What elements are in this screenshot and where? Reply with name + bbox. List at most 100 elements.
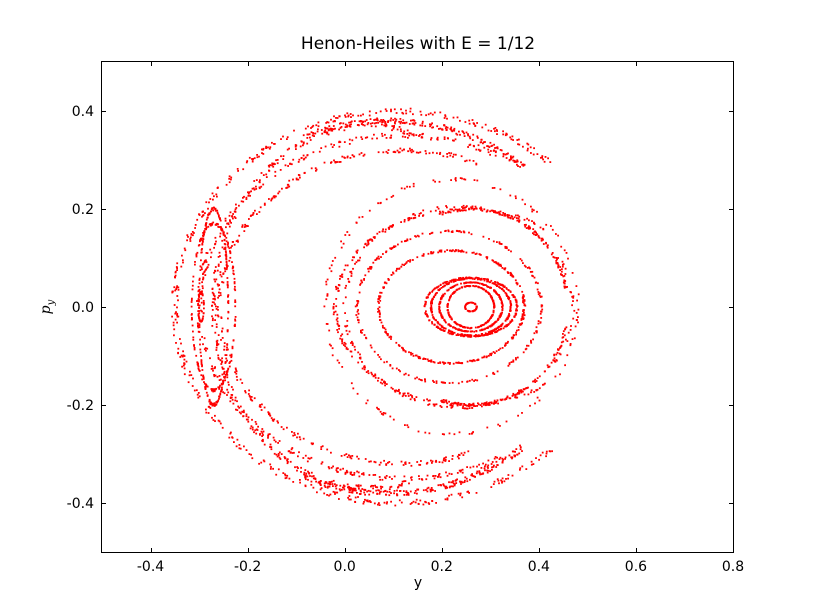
data-point (367, 489, 370, 492)
data-point (483, 279, 486, 282)
data-point (310, 127, 312, 129)
data-point (472, 251, 475, 254)
data-point (467, 277, 469, 279)
data-point (200, 259, 202, 262)
data-point (480, 141, 483, 143)
data-point (252, 212, 255, 214)
data-point (357, 309, 359, 311)
data-point (513, 334, 515, 337)
data-point (522, 310, 524, 313)
data-point (436, 321, 439, 324)
data-point (233, 282, 236, 285)
data-point (389, 364, 392, 366)
data-point (424, 125, 427, 127)
data-point (467, 146, 469, 148)
data-point (208, 201, 210, 204)
data-point (515, 161, 518, 163)
data-point (348, 330, 351, 333)
data-point (535, 330, 538, 332)
data-point (429, 233, 431, 235)
data-point (216, 306, 219, 308)
data-point (200, 301, 203, 304)
data-point (374, 461, 377, 464)
data-point (509, 290, 512, 293)
data-point (218, 288, 221, 291)
data-point (480, 207, 483, 210)
data-point (428, 503, 431, 505)
data-point (477, 403, 480, 406)
data-point (541, 451, 544, 454)
data-point (499, 313, 502, 316)
data-point (200, 297, 203, 300)
data-point (441, 325, 443, 328)
data-point (204, 385, 207, 388)
data-point (526, 387, 528, 389)
data-point (205, 252, 208, 254)
data-point (457, 249, 460, 252)
data-point (323, 161, 326, 164)
data-point (432, 489, 434, 492)
data-point (512, 394, 515, 396)
data-point (447, 309, 449, 311)
data-point (527, 147, 529, 150)
data-point (377, 151, 380, 154)
data-point (516, 219, 519, 222)
data-point (341, 342, 344, 345)
data-point (404, 372, 407, 375)
data-point (358, 216, 361, 219)
data-point (326, 121, 329, 123)
data-point (215, 240, 217, 243)
data-point (504, 267, 507, 270)
data-point (396, 494, 398, 497)
data-point (348, 281, 351, 283)
data-point (191, 313, 193, 315)
data-point (229, 251, 232, 253)
data-point (198, 310, 200, 312)
data-point (211, 222, 213, 225)
data-point (526, 217, 528, 220)
data-point (476, 405, 478, 407)
data-point (272, 436, 275, 439)
data-point (574, 325, 577, 328)
data-point (351, 340, 353, 343)
data-point (481, 126, 484, 129)
data-point (201, 281, 203, 284)
data-point (425, 152, 427, 155)
data-point (446, 155, 449, 158)
data-point (510, 158, 512, 161)
data-point (315, 169, 317, 172)
data-point (379, 491, 381, 494)
data-point (222, 379, 225, 382)
data-point (214, 366, 216, 368)
data-point (453, 139, 455, 142)
data-point (255, 179, 258, 181)
data-point (448, 494, 450, 497)
data-point (364, 458, 367, 460)
data-point (380, 358, 382, 361)
data-point (523, 311, 525, 314)
data-point (450, 317, 453, 320)
data-point (479, 282, 481, 285)
data-point (517, 329, 520, 331)
data-point (441, 294, 444, 297)
data-point (514, 279, 517, 282)
data-point (193, 347, 196, 349)
data-point (448, 281, 451, 284)
data-point (205, 385, 208, 388)
data-point (437, 476, 439, 478)
data-point (420, 113, 423, 116)
data-point (533, 223, 536, 225)
data-point (186, 234, 189, 237)
data-point (539, 226, 542, 229)
data-point (311, 475, 313, 478)
data-point (225, 236, 228, 239)
data-point (492, 466, 495, 468)
data-point (532, 228, 535, 230)
data-point (331, 128, 333, 130)
data-point (352, 114, 354, 117)
data-point (506, 395, 509, 398)
data-point (393, 108, 396, 111)
data-point (201, 290, 203, 293)
data-point (515, 197, 517, 200)
data-point (480, 334, 483, 337)
